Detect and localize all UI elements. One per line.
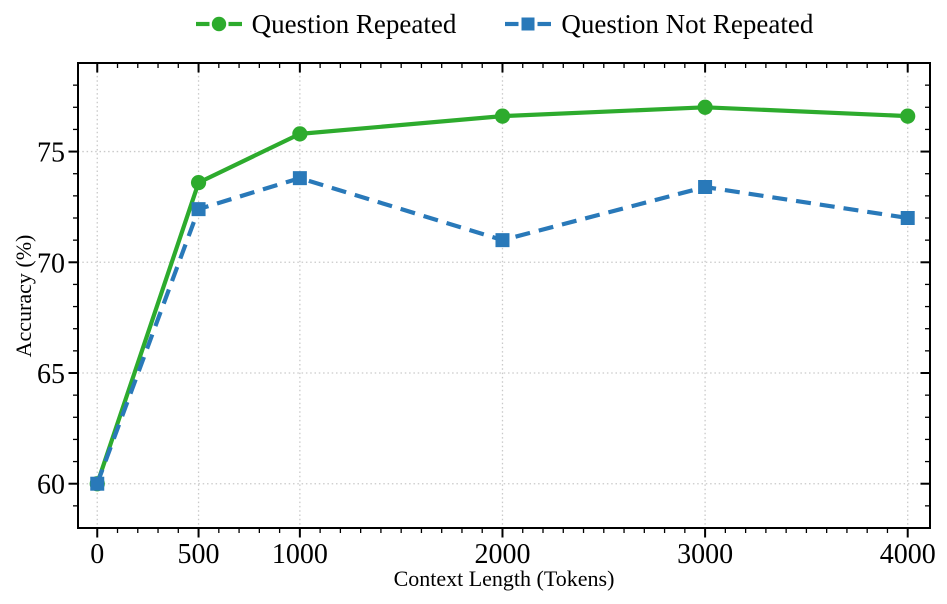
y-axis-label: Accuracy (%) bbox=[11, 234, 36, 358]
series-line-question-not-repeated bbox=[95, 176, 909, 485]
legend: Question Repeated Question Not Repeated bbox=[78, 8, 930, 40]
series-line-question-repeated bbox=[95, 105, 908, 485]
x-tick-label: 2000 bbox=[474, 539, 530, 570]
x-tick-label: 3000 bbox=[677, 539, 733, 570]
gridlines bbox=[78, 63, 930, 528]
legend-item-label: Question Repeated bbox=[251, 9, 457, 39]
marker-square bbox=[698, 180, 713, 194]
y-tick-label: 75 bbox=[37, 138, 65, 169]
plot-frame bbox=[77, 62, 931, 529]
y-tick-label: 65 bbox=[37, 359, 65, 390]
x-tick-labels: 0 500 1000 2000 3000 4000 bbox=[90, 539, 935, 570]
marker-circle bbox=[494, 108, 511, 124]
axis-ticks bbox=[68, 63, 930, 538]
y-tick-label: 70 bbox=[37, 248, 65, 279]
x-tick-label: 500 bbox=[178, 539, 220, 570]
marker-circle bbox=[190, 174, 207, 191]
marker-circle bbox=[697, 99, 713, 115]
x-tick-label: 0 bbox=[90, 539, 104, 570]
marker-circle bbox=[900, 108, 916, 124]
legend-item-label: Question Not Repeated bbox=[561, 9, 814, 39]
marker-square bbox=[90, 476, 105, 491]
marker-square bbox=[191, 202, 206, 217]
y-tick-labels: 60 65 70 75 bbox=[37, 138, 65, 501]
marker-square bbox=[900, 211, 915, 225]
marker-square bbox=[292, 171, 307, 186]
x-tick-label: 4000 bbox=[880, 539, 936, 570]
legend-square-sample-icon bbox=[505, 17, 552, 31]
marker-circle bbox=[292, 126, 308, 142]
legend-item-question-not-repeated: Question Not Repeated bbox=[504, 8, 813, 40]
y-tick-label: 60 bbox=[37, 470, 65, 501]
x-axis-label: Context Length (Tokens) bbox=[393, 566, 615, 591]
series-question-not-repeated bbox=[90, 171, 915, 491]
x-tick-label: 1000 bbox=[272, 539, 328, 570]
legend-item-question-repeated: Question Repeated bbox=[195, 8, 457, 40]
marker-square bbox=[495, 233, 510, 248]
legend-circle-sample-icon bbox=[195, 16, 242, 32]
